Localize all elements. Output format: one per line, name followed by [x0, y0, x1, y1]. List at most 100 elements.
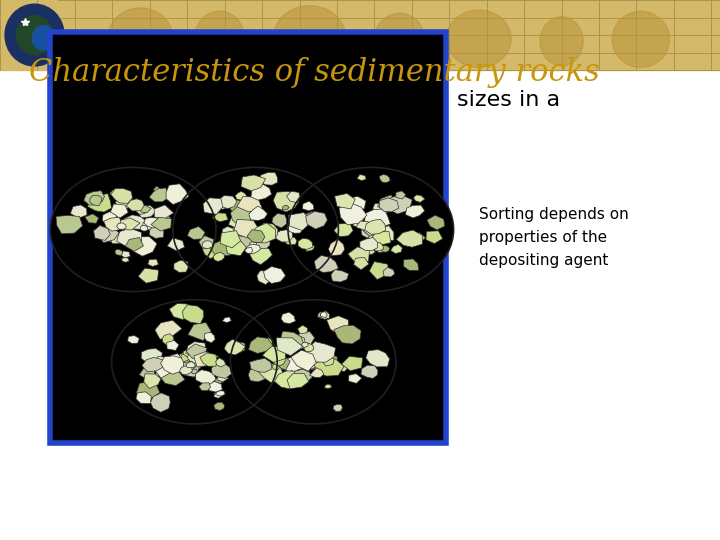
Polygon shape [214, 376, 223, 383]
Polygon shape [257, 271, 272, 285]
Polygon shape [276, 338, 303, 356]
Polygon shape [120, 218, 140, 230]
Polygon shape [427, 215, 445, 230]
Polygon shape [175, 351, 197, 368]
Polygon shape [251, 184, 271, 200]
Polygon shape [249, 206, 268, 220]
Polygon shape [280, 331, 305, 350]
Polygon shape [84, 191, 104, 205]
Polygon shape [94, 225, 110, 240]
Polygon shape [250, 246, 272, 265]
Polygon shape [373, 203, 390, 214]
Polygon shape [195, 370, 216, 384]
Polygon shape [281, 356, 308, 373]
Polygon shape [282, 205, 289, 210]
Polygon shape [150, 225, 164, 238]
Polygon shape [232, 224, 251, 237]
Polygon shape [194, 352, 218, 367]
Polygon shape [376, 247, 384, 253]
Polygon shape [212, 213, 228, 222]
Polygon shape [126, 199, 144, 211]
Polygon shape [287, 191, 300, 203]
Polygon shape [187, 226, 205, 239]
Polygon shape [233, 219, 259, 239]
Polygon shape [396, 191, 406, 199]
Polygon shape [187, 351, 202, 363]
Polygon shape [284, 370, 298, 381]
Polygon shape [248, 229, 258, 239]
Polygon shape [253, 191, 261, 198]
Polygon shape [372, 232, 391, 246]
Polygon shape [247, 230, 265, 243]
Polygon shape [334, 224, 353, 237]
Polygon shape [364, 225, 378, 236]
Polygon shape [307, 212, 315, 219]
Polygon shape [348, 374, 362, 383]
Polygon shape [254, 223, 278, 241]
Polygon shape [318, 312, 325, 319]
Polygon shape [262, 346, 286, 362]
Polygon shape [335, 193, 355, 209]
Polygon shape [264, 266, 286, 284]
Polygon shape [306, 354, 321, 368]
Polygon shape [387, 194, 413, 214]
Polygon shape [141, 348, 162, 363]
Polygon shape [315, 255, 338, 273]
Polygon shape [182, 305, 204, 324]
Polygon shape [110, 204, 128, 218]
Polygon shape [102, 212, 117, 226]
Polygon shape [184, 361, 196, 372]
Polygon shape [377, 226, 394, 240]
Polygon shape [377, 195, 397, 211]
Polygon shape [320, 312, 327, 318]
Polygon shape [136, 392, 151, 404]
Polygon shape [71, 205, 87, 218]
Polygon shape [241, 175, 266, 191]
Polygon shape [124, 236, 132, 241]
Polygon shape [138, 206, 157, 218]
Polygon shape [115, 199, 129, 211]
Polygon shape [356, 221, 371, 230]
Polygon shape [275, 230, 292, 242]
Polygon shape [404, 259, 419, 271]
Polygon shape [179, 366, 192, 375]
Ellipse shape [194, 11, 245, 66]
Polygon shape [156, 370, 163, 377]
Polygon shape [153, 356, 176, 378]
Polygon shape [224, 339, 246, 355]
Polygon shape [222, 226, 235, 236]
Polygon shape [199, 235, 214, 249]
Polygon shape [314, 359, 344, 376]
Polygon shape [144, 374, 161, 388]
Polygon shape [138, 206, 151, 213]
Polygon shape [144, 218, 160, 228]
Polygon shape [306, 341, 336, 362]
Polygon shape [155, 361, 165, 369]
Bar [0, 0, 720, 70]
Polygon shape [354, 258, 369, 270]
Polygon shape [151, 217, 171, 231]
Polygon shape [161, 214, 171, 225]
Polygon shape [88, 193, 112, 212]
Polygon shape [214, 392, 223, 399]
Polygon shape [115, 249, 122, 255]
Polygon shape [263, 342, 271, 348]
Polygon shape [166, 184, 189, 205]
Polygon shape [136, 381, 160, 401]
Polygon shape [202, 241, 212, 248]
Circle shape [230, 300, 396, 424]
Polygon shape [90, 195, 102, 206]
Polygon shape [305, 244, 315, 251]
Polygon shape [287, 373, 309, 389]
Bar [50, 32, 446, 443]
Polygon shape [287, 224, 303, 233]
Polygon shape [204, 333, 215, 343]
Polygon shape [296, 332, 315, 347]
Polygon shape [339, 202, 367, 225]
Polygon shape [413, 195, 425, 202]
Ellipse shape [5, 4, 64, 66]
Polygon shape [390, 244, 402, 254]
Polygon shape [246, 245, 261, 254]
Polygon shape [208, 240, 232, 256]
Polygon shape [138, 268, 158, 283]
